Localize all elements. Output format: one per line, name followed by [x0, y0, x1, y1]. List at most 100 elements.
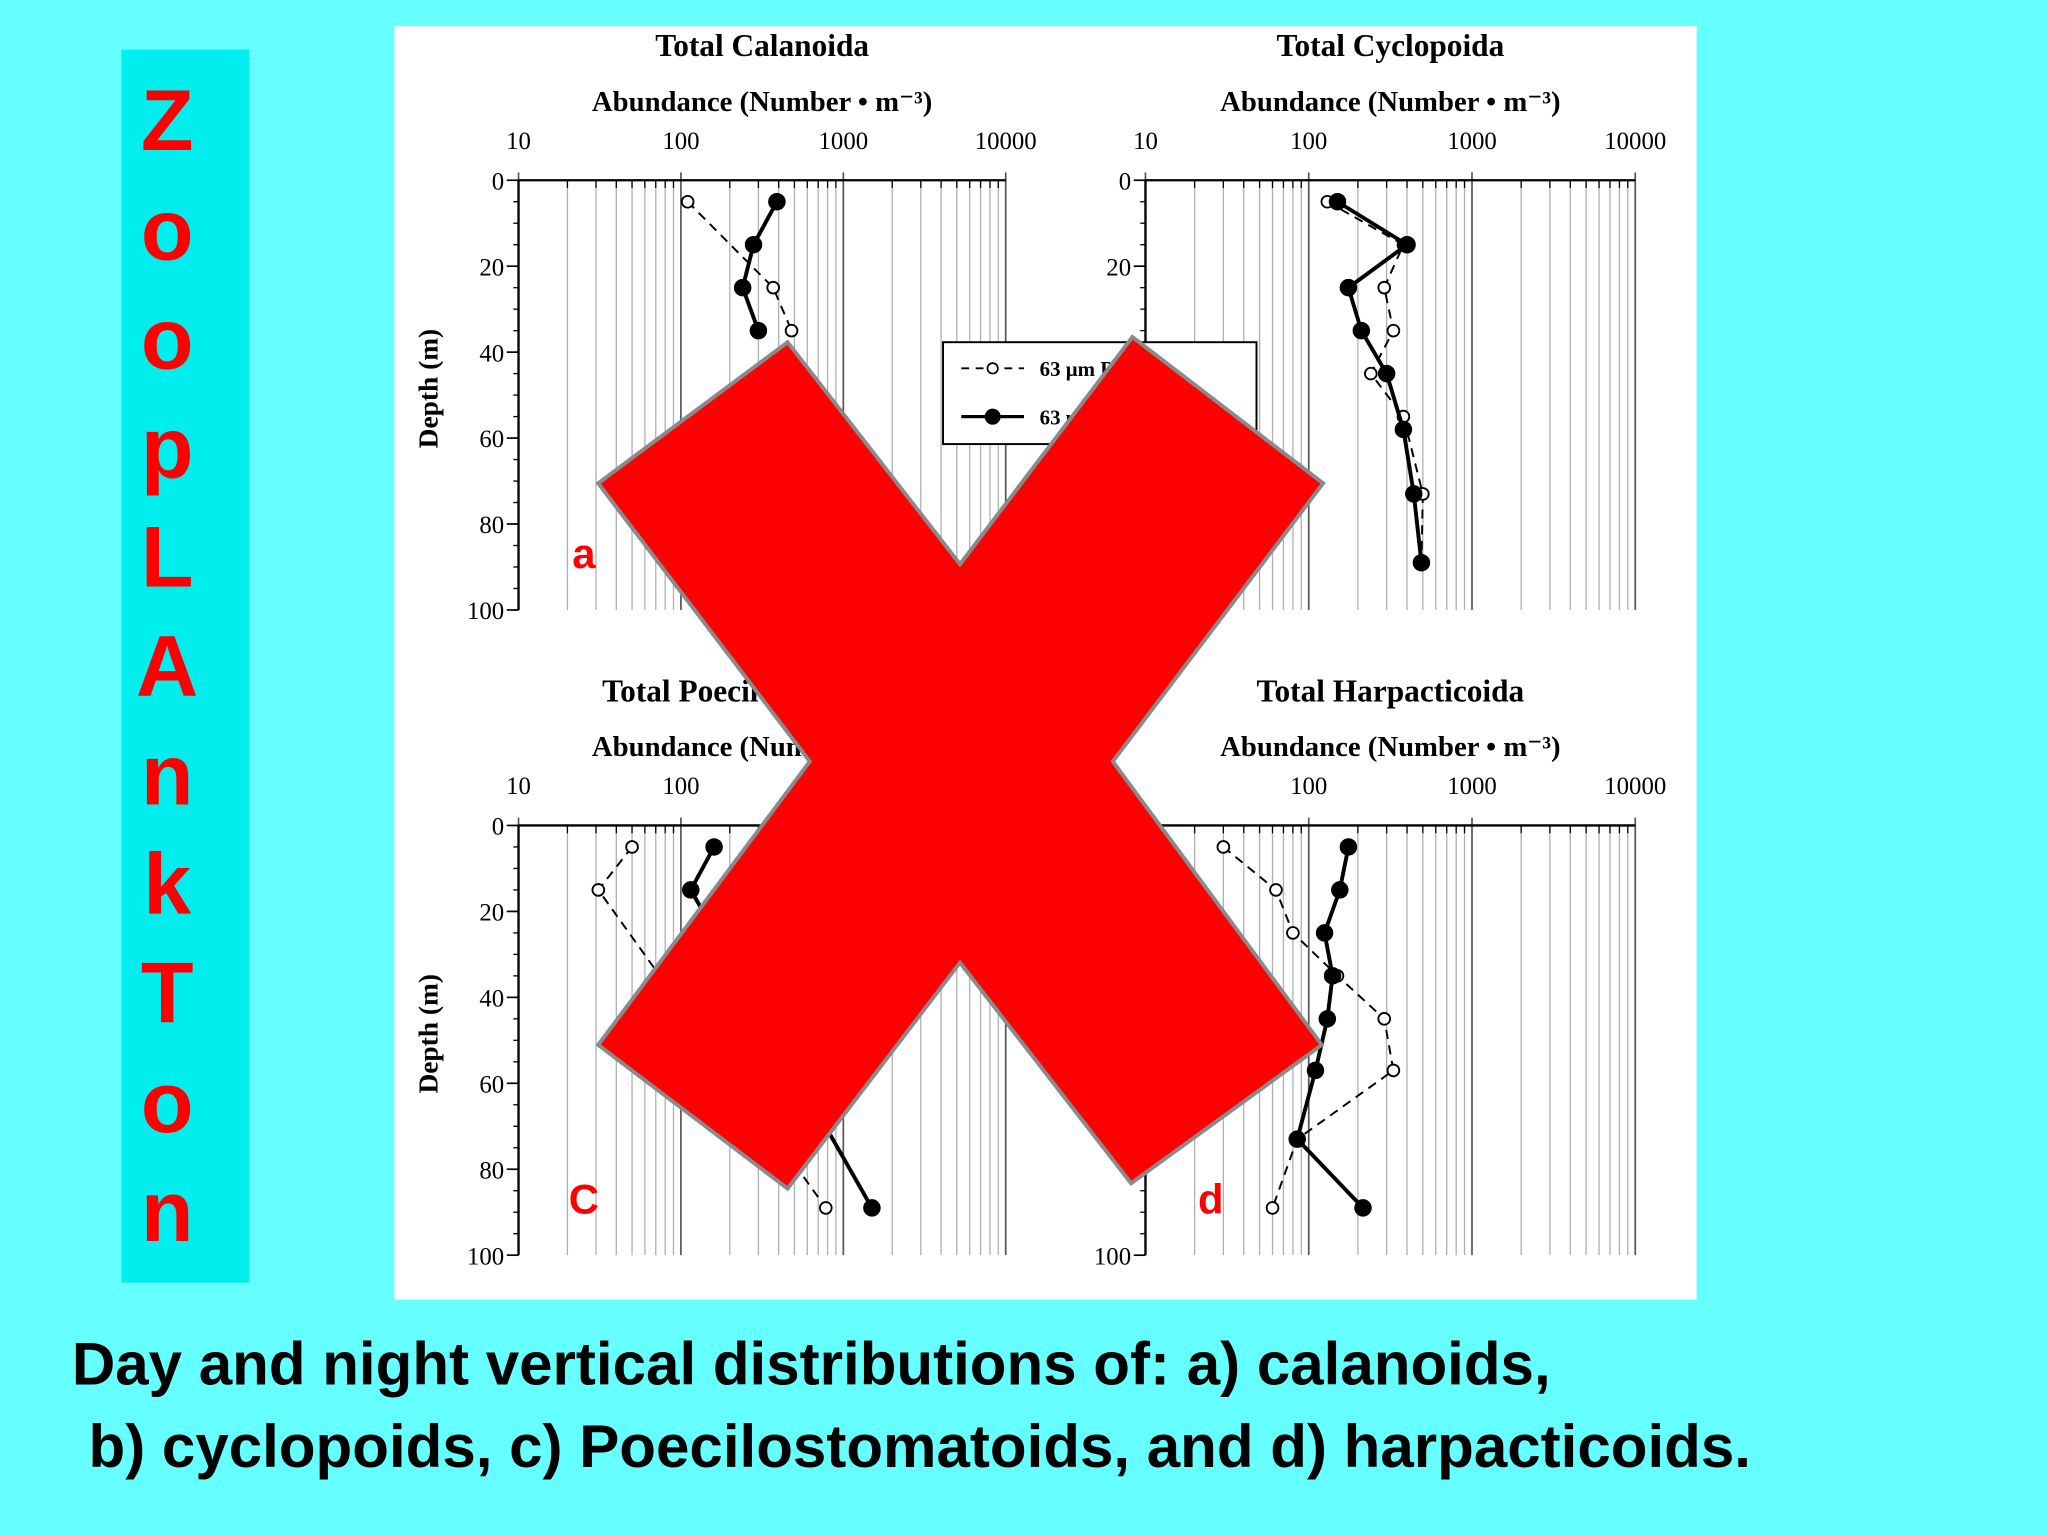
data-point: [1394, 420, 1413, 439]
x-tick-label: 1000: [1447, 773, 1497, 800]
data-point: [768, 192, 786, 211]
x-tick-label: 10: [506, 128, 531, 155]
caption-line: b) cyclopoids, c) Poecilostomatoids, and…: [72, 1413, 1751, 1480]
y-tick-label: 20: [1106, 254, 1131, 281]
y-tick-label: 0: [492, 168, 504, 195]
title-letter: Z: [141, 73, 194, 169]
title-letter: L: [141, 509, 194, 605]
red-cross: [595, 334, 1326, 1192]
legend-marker: [984, 408, 1001, 425]
data-point: [1265, 1201, 1280, 1215]
x-tick-label: 10000: [975, 128, 1037, 155]
data-point: [1216, 840, 1231, 854]
y-tick-label: 40: [479, 985, 504, 1012]
data-point: [1339, 838, 1358, 856]
data-point: [1331, 881, 1349, 899]
title-letter: A: [136, 619, 198, 715]
data-point: [1405, 485, 1423, 503]
x-tick-label: 10000: [1604, 128, 1666, 155]
title-letter: o: [141, 291, 194, 387]
y-tick-label: 100: [1094, 1243, 1131, 1270]
data-point: [1412, 553, 1431, 572]
y-tick-label: 80: [479, 512, 504, 539]
y-axis-label: Depth (m): [414, 974, 444, 1094]
x-tick-label: 1000: [1447, 128, 1497, 155]
data-point: [1386, 1063, 1401, 1078]
title-letter: o: [141, 182, 194, 278]
y-tick-label: 60: [479, 1071, 504, 1098]
panel-label: a: [572, 530, 596, 577]
x-tick-label: 1000: [819, 128, 869, 155]
x-tick-label: 10: [506, 773, 531, 800]
data-point: [682, 881, 700, 899]
data-point: [1398, 235, 1416, 254]
y-tick-label: 20: [479, 254, 504, 281]
data-point: [1352, 321, 1371, 340]
data-point: [733, 278, 752, 297]
y-axis-label: Depth (m): [414, 329, 444, 449]
data-point: [1339, 278, 1358, 297]
chart-title: Total Harpacticoida: [1256, 673, 1524, 708]
series-line: [740, 200, 779, 332]
chart-subtitle: Abundance (Number • m⁻³): [1220, 86, 1560, 118]
data-point: [1318, 1010, 1337, 1028]
data-point: [591, 883, 606, 897]
chart-title: Total Cyclopoida: [1276, 28, 1504, 63]
data-point: [819, 1201, 833, 1215]
data-point: [1386, 323, 1401, 338]
title-letter: T: [141, 946, 194, 1042]
caption-line: Day and night vertical distributions of:…: [72, 1330, 1551, 1397]
chart-title: Total Calanoida: [655, 28, 869, 63]
title-letter: n: [141, 728, 194, 824]
data-point: [744, 235, 763, 254]
series-line: [1222, 846, 1395, 1209]
y-tick-label: 40: [479, 340, 504, 367]
panel-label: C: [569, 1175, 599, 1222]
title-strip: [121, 49, 250, 1283]
panel-label: d: [1198, 1175, 1224, 1222]
x-tick-label: 100: [1290, 128, 1327, 155]
data-point: [749, 321, 768, 340]
data-point: [1323, 967, 1342, 985]
series-line: [686, 201, 793, 332]
data-point: [1269, 883, 1283, 897]
y-tick-label: 0: [1119, 168, 1131, 195]
data-point: [1306, 1061, 1325, 1080]
data-point: [863, 1199, 881, 1217]
title-letter: p: [141, 400, 194, 496]
x-tick-label: 100: [662, 128, 699, 155]
data-point: [1288, 1130, 1306, 1148]
y-tick-label: 20: [479, 900, 504, 927]
data-point: [625, 840, 639, 854]
series-line: [1336, 200, 1424, 563]
chart-subtitle: Abundance (Number • m⁻³): [1220, 731, 1560, 763]
x-tick-label: 10000: [1604, 773, 1666, 800]
data-point: [766, 280, 780, 295]
y-tick-label: 100: [467, 598, 504, 625]
x-tick-label: 10: [1133, 128, 1158, 155]
legend-marker: [986, 362, 999, 375]
data-point: [1328, 192, 1347, 211]
x-tick-label: 100: [1290, 773, 1327, 800]
y-tick-label: 0: [492, 814, 504, 841]
data-point: [1377, 364, 1396, 383]
data-point: [1377, 1012, 1392, 1026]
data-point: [784, 323, 799, 338]
y-tick-label: 60: [479, 426, 504, 453]
data-point: [1364, 366, 1378, 381]
data-point: [1315, 924, 1334, 942]
data-point: [705, 838, 723, 856]
data-point: [1377, 280, 1392, 295]
data-point: [1286, 926, 1300, 940]
chart-subtitle: Abundance (Number • m⁻³): [592, 86, 932, 118]
y-tick-label: 100: [467, 1243, 504, 1270]
data-point: [680, 194, 695, 209]
title-letter: n: [141, 1164, 194, 1260]
y-tick-label: 80: [479, 1157, 504, 1184]
title-letter: k: [143, 837, 192, 933]
title-letter: o: [141, 1055, 194, 1151]
x-tick-label: 100: [662, 773, 699, 800]
